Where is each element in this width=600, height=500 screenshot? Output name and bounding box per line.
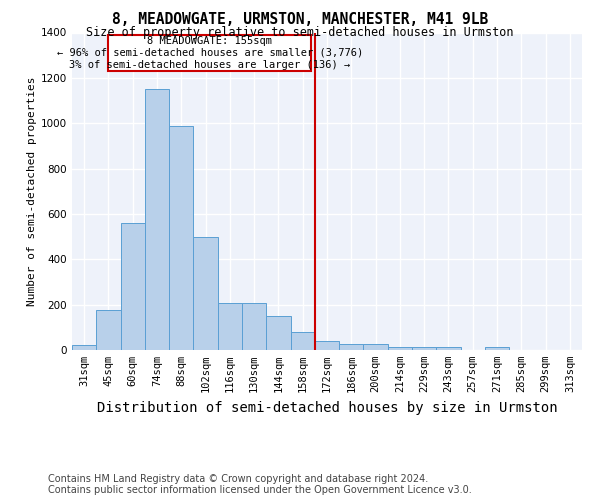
FancyBboxPatch shape [109, 35, 311, 71]
Bar [121, 224, 145, 350]
X-axis label: Distribution of semi-detached houses by size in Urmston: Distribution of semi-detached houses by … [97, 400, 557, 414]
Bar [266, 316, 290, 350]
Bar [485, 346, 509, 350]
Text: ← 96% of semi-detached houses are smaller (3,776): ← 96% of semi-detached houses are smalle… [56, 48, 363, 58]
Bar [218, 303, 242, 350]
Text: 3% of semi-detached houses are larger (136) →: 3% of semi-detached houses are larger (1… [69, 60, 350, 70]
Text: 8 MEADOWGATE: 155sqm: 8 MEADOWGATE: 155sqm [148, 36, 272, 46]
Bar [193, 237, 218, 350]
Text: Contains HM Land Registry data © Crown copyright and database right 2024.: Contains HM Land Registry data © Crown c… [48, 474, 428, 484]
Bar [436, 346, 461, 350]
Bar [96, 310, 121, 350]
Text: Contains public sector information licensed under the Open Government Licence v3: Contains public sector information licen… [48, 485, 472, 495]
Text: 8, MEADOWGATE, URMSTON, MANCHESTER, M41 9LB: 8, MEADOWGATE, URMSTON, MANCHESTER, M41 … [112, 12, 488, 28]
Bar [72, 346, 96, 350]
Bar [290, 332, 315, 350]
Y-axis label: Number of semi-detached properties: Number of semi-detached properties [27, 76, 37, 306]
Bar [388, 346, 412, 350]
Bar [242, 303, 266, 350]
Bar [364, 344, 388, 350]
Bar [339, 344, 364, 350]
Bar [145, 89, 169, 350]
Bar [169, 126, 193, 350]
Text: Size of property relative to semi-detached houses in Urmston: Size of property relative to semi-detach… [86, 26, 514, 39]
Bar [315, 342, 339, 350]
Bar [412, 346, 436, 350]
